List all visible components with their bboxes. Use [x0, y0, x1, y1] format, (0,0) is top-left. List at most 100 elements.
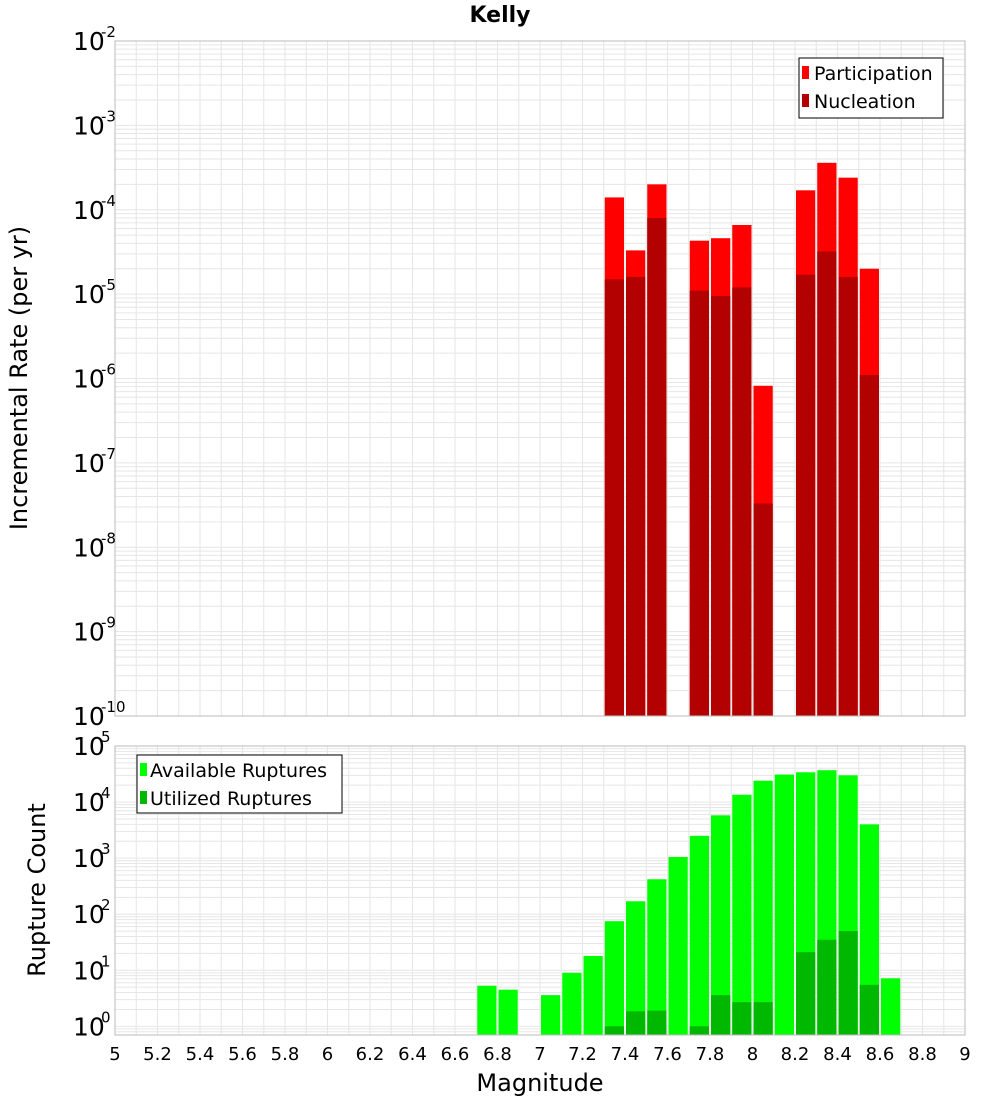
- top-bar-nucleation: [838, 276, 858, 716]
- bottom-y-tick-base: 10: [73, 844, 105, 873]
- bottom-y-tick-exponent: 1: [101, 952, 111, 970]
- top-bar-nucleation: [689, 290, 709, 716]
- legend-label-participation: Participation: [814, 63, 933, 85]
- bottom-legend: Available Ruptures Utilized Ruptures: [136, 754, 343, 814]
- top-bars: [604, 162, 879, 717]
- chart-title: Kelly: [469, 3, 530, 28]
- bottom-y-tick-base: 10: [73, 1012, 105, 1041]
- top-y-tick-base: 10: [73, 449, 105, 478]
- bottom-legend-box: [136, 754, 343, 814]
- x-tick-label: 5.6: [228, 1044, 257, 1065]
- x-tick-label: 8.2: [781, 1044, 810, 1065]
- bottom-y-tick-exponent: 2: [101, 896, 111, 914]
- x-tick-label: 5: [109, 1044, 120, 1065]
- x-tick-label: 9: [959, 1044, 970, 1065]
- x-tick-label: 5.2: [143, 1044, 172, 1065]
- top-y-tick-base: 10: [73, 196, 105, 225]
- x-tick-label: 6.4: [398, 1044, 427, 1065]
- bottom-y-tick-exponent: 4: [101, 784, 111, 802]
- bottom-bar-utilized-ruptures: [838, 931, 858, 1035]
- legend-label-available: Available Ruptures: [150, 760, 327, 782]
- bottom-bar-available-ruptures: [541, 995, 561, 1035]
- bottom-bar-available-ruptures: [732, 794, 752, 1035]
- bottom-bar-utilized-ruptures: [732, 1002, 752, 1035]
- x-tick-label: 8.6: [866, 1044, 895, 1065]
- x-tick-label: 7.8: [696, 1044, 725, 1065]
- x-tick-label: 8.8: [908, 1044, 937, 1065]
- bottom-bar-available-ruptures: [753, 780, 773, 1035]
- legend-swatch-participation: [802, 66, 809, 79]
- bottom-y-tick: 102: [73, 896, 111, 929]
- top-y-tick: 10-2: [73, 23, 116, 56]
- top-y-tick: 10-7: [73, 445, 116, 478]
- bottom-bar-available-ruptures: [689, 835, 709, 1035]
- bottom-y-tick: 103: [73, 840, 111, 873]
- top-y-tick-exponent: -4: [101, 192, 116, 210]
- x-tick-label: 7.4: [611, 1044, 640, 1065]
- top-bar-nucleation: [711, 296, 731, 716]
- legend-label-utilized: Utilized Ruptures: [150, 788, 312, 810]
- x-tick-labels: 5 5.2 5.4 5.6 5.8 6 6.2 6.4 6.6 6.8 7 7.2 7.4 7.6 7.8 8…: [109, 1044, 970, 1065]
- top-y-tick-exponent: -9: [101, 614, 116, 632]
- legend-swatch-utilized: [140, 791, 147, 804]
- top-y-tick-exponent: -7: [101, 445, 116, 463]
- bottom-bar-utilized-ruptures: [689, 1026, 709, 1035]
- top-legend: Participation Nucleation: [798, 57, 944, 119]
- bottom-y-tick: 105: [73, 728, 111, 761]
- top-y-tick-base: 10: [73, 280, 105, 309]
- top-plot-frame: [114, 40, 966, 717]
- top-y-tick: 10-8: [73, 529, 116, 562]
- bottom-y-tick-base: 10: [73, 956, 105, 985]
- top-y-tick: 10-6: [73, 361, 116, 394]
- top-y-tick-exponent: -6: [101, 361, 116, 379]
- bottom-plot-frame: [114, 745, 966, 1036]
- top-y-axis-label: Incremental Rate (per yr): [5, 226, 33, 530]
- top-y-tick-exponent: -10: [101, 698, 126, 716]
- bottom-y-tick-base: 10: [73, 732, 105, 761]
- bottom-bar-utilized-ruptures: [604, 1026, 624, 1035]
- top-bar-nucleation: [604, 279, 624, 716]
- top-y-tick-base: 10: [73, 111, 105, 140]
- legend-swatch-available: [140, 763, 147, 776]
- bottom-y-tick-base: 10: [73, 788, 105, 817]
- bottom-bar-available-ruptures: [647, 879, 667, 1035]
- bottom-bar-available-ruptures: [668, 856, 688, 1035]
- x-tick-label: 6.6: [441, 1044, 470, 1065]
- bottom-bar-utilized-ruptures: [753, 1002, 773, 1035]
- x-tick-label: 6.8: [483, 1044, 512, 1065]
- bottom-bar-available-ruptures: [859, 824, 879, 1035]
- top-legend-box: [798, 57, 944, 119]
- x-tick-label: 5.4: [186, 1044, 215, 1065]
- top-bar-nucleation: [647, 217, 667, 716]
- x-tick-label: 7.2: [568, 1044, 597, 1065]
- top-y-tick-base: 10: [73, 27, 105, 56]
- top-y-tick-base: 10: [73, 365, 105, 394]
- bottom-bar-available-ruptures: [477, 985, 497, 1035]
- bottom-bar-available-ruptures: [498, 989, 518, 1035]
- top-bar-nucleation: [753, 503, 773, 716]
- top-bar-nucleation: [796, 274, 816, 716]
- top-y-tick-exponent: -3: [101, 107, 116, 125]
- top-bar-nucleation: [732, 287, 752, 716]
- bottom-y-tick: 100: [73, 1008, 111, 1041]
- bottom-bar-available-ruptures: [626, 901, 646, 1035]
- top-y-tick-base: 10: [73, 618, 105, 647]
- x-tick-label: 8.4: [823, 1044, 852, 1065]
- bottom-bar-utilized-ruptures: [647, 1010, 667, 1035]
- top-bar-nucleation: [817, 251, 837, 716]
- bottom-bar-utilized-ruptures: [796, 952, 816, 1035]
- bottom-bar-available-ruptures: [583, 955, 603, 1035]
- bottom-bars: [477, 770, 901, 1035]
- x-tick-label: 7.6: [653, 1044, 682, 1065]
- top-y-tick: 10-9: [73, 614, 116, 647]
- bottom-y-tick-exponent: 0: [101, 1008, 111, 1026]
- bottom-y-tick-base: 10: [73, 900, 105, 929]
- legend-swatch-nucleation: [802, 94, 809, 107]
- top-bar-nucleation: [626, 276, 646, 716]
- top-y-tick-base: 10: [73, 533, 105, 562]
